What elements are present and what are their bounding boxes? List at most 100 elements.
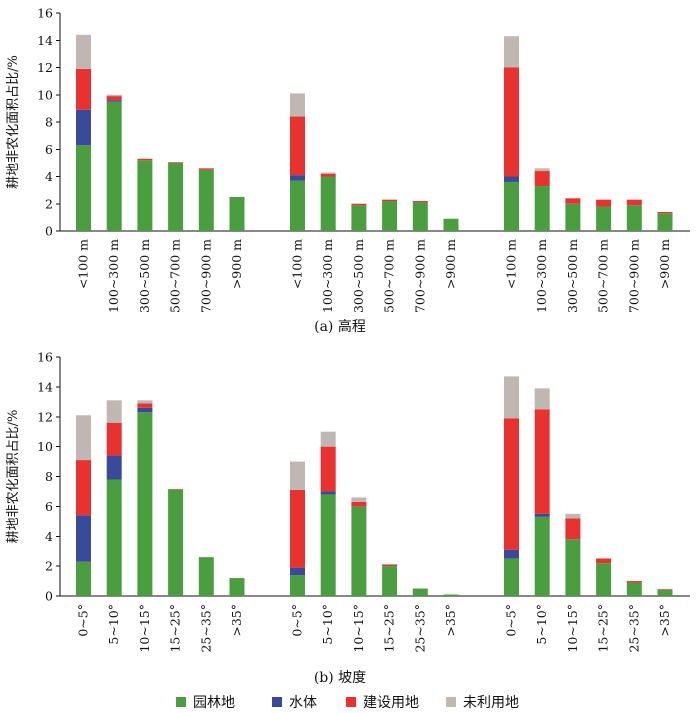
x-tick-label: 300~500 m <box>351 239 366 313</box>
bar-segment <box>320 173 336 177</box>
bar-segment <box>504 181 519 231</box>
legend-item: 建设用地 <box>346 695 419 711</box>
x-tick-label: 0~5° <box>504 604 519 637</box>
bar-group-2: 0~5° 5~10° 10~15° 15~25° 25~35° >35° <box>290 431 459 653</box>
x-tick-label: 25~35° <box>412 604 427 653</box>
bar-segment <box>351 203 367 206</box>
legend: 园林地 水体 建设用地 未利用地 <box>176 695 519 711</box>
y-tick-label: 8 <box>45 115 53 130</box>
panel-elevation: 0 2 4 6 8 10 12 14 16 耕地非农化面积占比/% <100 m 100~300 m 3… <box>5 6 690 335</box>
bar-segment <box>657 211 673 214</box>
x-tick-label: 500~700 m <box>596 239 611 313</box>
panel-slope: 0 2 4 6 8 10 12 14 16 耕地非农化面积占比/% 0~5° 5~10° 10~15° 1… <box>5 350 690 686</box>
y-tick-label: 0 <box>45 224 53 239</box>
legend-label: 建设用地 <box>363 695 419 711</box>
bar-segment <box>290 489 305 568</box>
y-tick-label: 12 <box>37 409 53 424</box>
bar-segment <box>137 400 153 404</box>
x-tick-label: >900 m <box>657 239 672 289</box>
bar-segment <box>168 162 184 163</box>
y-tick-label: 6 <box>45 142 53 157</box>
bar-segment <box>504 418 519 550</box>
bar-segment <box>657 590 673 596</box>
legend-item: 水体 <box>272 695 317 711</box>
bar-segment <box>382 199 398 202</box>
bar-segment <box>320 491 336 495</box>
bar-segment <box>137 407 153 413</box>
bar-segment <box>106 94 122 97</box>
x-tick-label: <100 m <box>76 239 91 289</box>
x-tick-label: 300~500 m <box>565 239 580 313</box>
x-tick-label: 700~900 m <box>412 239 427 313</box>
bar-segment <box>596 199 612 207</box>
x-tick-label: 15~25° <box>596 604 611 653</box>
legend-swatch <box>346 697 356 707</box>
bar-segment <box>657 589 673 591</box>
bar-segment <box>504 558 519 596</box>
bar-segment <box>565 198 581 204</box>
bar-segment <box>198 169 214 231</box>
bar-segment <box>351 205 367 231</box>
x-tick-label: 100~300 m <box>106 239 121 313</box>
x-tick-label: >35° <box>657 604 672 637</box>
bar-segment <box>534 388 550 410</box>
x-tick-label: 700~900 m <box>198 239 213 313</box>
legend-swatch <box>446 697 456 707</box>
bar-segment <box>534 409 550 514</box>
bar-segment <box>443 594 459 596</box>
x-tick-label: >35° <box>229 604 244 637</box>
x-tick-label: <100 m <box>504 239 519 289</box>
bar-segment <box>76 145 91 231</box>
x-tick-label: 25~35° <box>198 604 213 653</box>
bar-segment <box>534 168 550 172</box>
bar-segment <box>626 205 642 231</box>
legend-swatch <box>272 697 282 707</box>
bar-segment <box>596 206 612 231</box>
x-tick-label: 700~900 m <box>626 239 641 313</box>
bar-segment <box>290 93 305 117</box>
bar-segment <box>320 431 336 447</box>
bar-group-1: <100 m 100~300 m 300~500 m 500~700 m 700~900… <box>76 34 245 313</box>
bar-segment <box>290 175 305 181</box>
bar-segment <box>76 515 91 562</box>
bar-segment <box>76 561 91 596</box>
x-tick-label: >900 m <box>443 239 458 289</box>
bar-segment <box>290 575 305 596</box>
bar-segment <box>106 455 122 480</box>
bar-segment <box>76 68 91 110</box>
bar-segment <box>168 489 184 490</box>
bar-segment <box>382 563 398 565</box>
bar-segment <box>504 36 519 68</box>
x-tick-label: <100 m <box>290 239 305 289</box>
bar-segment <box>229 196 245 231</box>
y-tick-label: 4 <box>45 169 53 184</box>
bar-segment <box>626 581 642 583</box>
bar-segment <box>137 412 153 596</box>
bar-segment <box>382 201 398 231</box>
y-tick-label: 10 <box>37 87 53 102</box>
bar-segment <box>320 176 336 231</box>
bar-segment <box>596 557 612 559</box>
bar-segment <box>412 202 428 231</box>
bar-segment <box>382 564 398 567</box>
panel-caption: (b) 坡度 <box>314 670 366 686</box>
x-tick-label: 100~300 m <box>320 239 335 313</box>
bar-segment <box>76 460 91 516</box>
y-tick-label: 10 <box>37 439 53 454</box>
bar-segment <box>76 415 91 461</box>
bar-segment <box>596 558 612 564</box>
x-tick-label: 5~10° <box>106 604 121 645</box>
bar-segment <box>76 109 91 146</box>
y-tick-label: 2 <box>45 196 53 211</box>
bar-segment <box>504 67 519 177</box>
y-tick-label: 14 <box>37 33 53 48</box>
bar-segment <box>351 506 367 596</box>
bar-segment <box>565 203 581 231</box>
bar-segment <box>290 567 305 576</box>
x-tick-label: 5~10° <box>534 604 549 645</box>
bar-segment <box>534 171 550 187</box>
bar-segment <box>351 497 367 502</box>
bar-segment <box>290 461 305 490</box>
bar-segment <box>198 168 214 170</box>
